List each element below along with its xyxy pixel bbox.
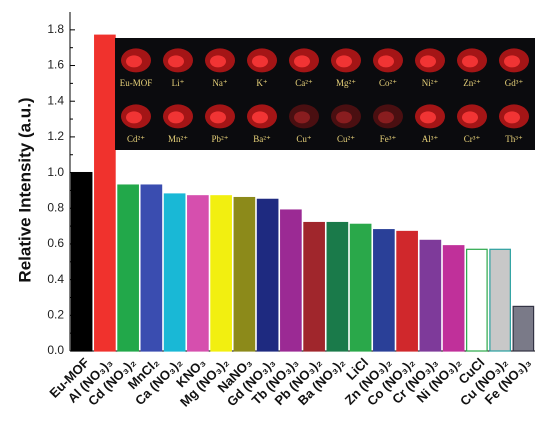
inset-label: Cr³⁺ — [464, 134, 481, 144]
sample-core — [504, 55, 520, 67]
bar — [95, 35, 115, 351]
sample-core — [378, 111, 394, 123]
bar — [304, 223, 324, 351]
bar — [467, 249, 487, 351]
bar — [257, 199, 277, 351]
bar — [141, 185, 161, 351]
inset-label: Cd²⁺ — [127, 134, 145, 144]
inset-label: Th³⁺ — [505, 134, 523, 144]
bar — [234, 198, 254, 351]
bar — [490, 249, 510, 351]
bar — [374, 230, 394, 351]
y-tick-label: 1.4 — [47, 93, 64, 107]
inset-label: Co²⁺ — [379, 78, 397, 88]
bar — [71, 173, 91, 351]
bar — [443, 246, 463, 351]
bar — [211, 196, 231, 351]
inset-label: Mg²⁺ — [336, 78, 356, 88]
inset-label: Fe³⁺ — [380, 134, 397, 144]
y-tick-label: 1.2 — [47, 129, 64, 143]
inset-label: Ba²⁺ — [253, 134, 271, 144]
bar — [513, 306, 533, 351]
sample-core — [126, 55, 142, 67]
inset-label: Al³⁺ — [422, 134, 439, 144]
sample-core — [252, 55, 268, 67]
sample-core — [336, 111, 352, 123]
sample-core — [504, 111, 520, 123]
y-tick-label: 0.6 — [47, 236, 64, 250]
bar — [281, 210, 301, 351]
bar — [118, 185, 138, 351]
sample-core — [168, 111, 184, 123]
inset-photo: Eu-MOF Li⁺ Na⁺ K⁺ Ca²⁺ Mg²⁺ Co²⁺ Ni²⁺ Zn²⁺ Gd³⁺ Cd… — [115, 38, 535, 150]
inset-label: Ca²⁺ — [295, 78, 313, 88]
inset-label: Cu⁺ — [296, 134, 312, 144]
sample-core — [462, 55, 478, 67]
sample-core — [252, 111, 268, 123]
bar — [397, 231, 417, 351]
sample-core — [420, 111, 436, 123]
bar — [164, 194, 184, 351]
inset-label: Cu²⁺ — [337, 134, 355, 144]
y-axis-label: Relative Intensity (a.u.) — [15, 97, 34, 282]
inset-label: K⁺ — [256, 78, 267, 88]
inset-label: Na⁺ — [212, 78, 227, 88]
sample-core — [420, 55, 436, 67]
inset-label: Pb²⁺ — [212, 134, 229, 144]
bar — [327, 223, 347, 351]
sample-core — [336, 55, 352, 67]
bar — [350, 224, 370, 351]
y-tick-label: 0.4 — [47, 272, 64, 286]
sample-core — [126, 111, 142, 123]
sample-core — [294, 111, 310, 123]
inset-label: Mn²⁺ — [168, 134, 188, 144]
y-tick-label: 1.6 — [47, 58, 64, 72]
bar — [420, 240, 440, 351]
y-tick-label: 1.8 — [47, 22, 64, 36]
sample-core — [210, 55, 226, 67]
y-tick-label: 0.8 — [47, 200, 64, 214]
sample-core — [168, 55, 184, 67]
y-tick-label: 0.0 — [47, 343, 64, 357]
inset-label: Zn²⁺ — [463, 78, 481, 88]
chart: Relative Intensity (a.u.) 0.0 0.2 0.4 0.6 0.… — [0, 0, 536, 423]
inset-label: Gd³⁺ — [505, 78, 524, 88]
inset-label: Eu-MOF — [120, 78, 153, 88]
sample-core — [294, 55, 310, 67]
bar — [188, 196, 208, 351]
inset-label: Li⁺ — [172, 78, 185, 88]
sample-core — [210, 111, 226, 123]
sample-core — [462, 111, 478, 123]
y-tick-label: 0.2 — [47, 307, 64, 321]
sample-core — [378, 55, 394, 67]
inset-label: Ni²⁺ — [422, 78, 439, 88]
y-tick-label: 1.0 — [47, 165, 64, 179]
